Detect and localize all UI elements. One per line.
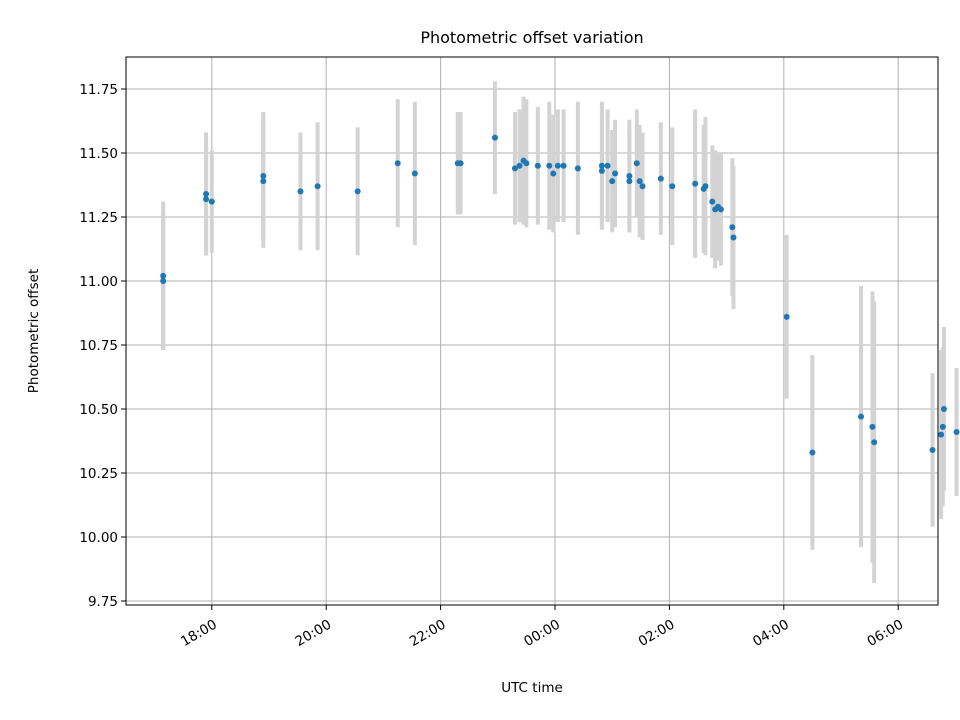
data-point <box>871 439 878 446</box>
data-point <box>626 173 633 180</box>
data-point <box>554 162 561 169</box>
data-point <box>809 449 816 456</box>
data-point <box>717 206 724 213</box>
data-point <box>669 183 676 190</box>
data-point <box>609 178 616 185</box>
data-point <box>709 198 716 205</box>
data-point <box>940 406 947 412</box>
data-point <box>160 278 167 284</box>
data-point <box>354 188 361 195</box>
data-point <box>604 162 611 169</box>
y-tick-label: 9.75 <box>88 594 118 610</box>
y-tick-label: 10.50 <box>79 402 118 418</box>
data-point <box>598 162 605 169</box>
data-point <box>516 162 523 169</box>
data-point <box>626 178 633 185</box>
data-point <box>546 162 553 169</box>
y-tick-label: 11.75 <box>79 82 118 98</box>
data-point <box>160 272 167 279</box>
data-point <box>858 413 865 420</box>
data-point <box>550 170 557 177</box>
data-point <box>511 165 518 172</box>
data-point <box>203 196 210 203</box>
data-point <box>729 224 736 231</box>
data-point <box>394 160 401 167</box>
data-point <box>260 178 267 185</box>
y-tick-label: 11.50 <box>79 146 118 162</box>
points <box>160 134 960 456</box>
data-point <box>203 190 210 197</box>
data-point <box>783 313 790 320</box>
data-point <box>574 165 581 172</box>
y-tick-label: 10.25 <box>79 466 118 482</box>
grid <box>126 57 938 605</box>
data-point <box>314 183 321 190</box>
data-point <box>297 188 304 195</box>
y-tick-label: 10.75 <box>79 338 118 354</box>
data-point <box>534 162 541 169</box>
y-tick-label: 11.25 <box>79 210 118 226</box>
plot-area-frame <box>125 56 939 606</box>
data-point <box>929 446 936 453</box>
data-point <box>639 183 646 190</box>
y-tick-label: 10.00 <box>79 530 118 546</box>
data-point <box>560 162 567 169</box>
y-tick-label: 11.00 <box>79 274 118 290</box>
data-point <box>692 180 699 187</box>
x-axis-label: UTC time <box>501 680 563 696</box>
data-point <box>523 160 530 167</box>
data-point <box>636 178 643 185</box>
y-axis: 9.75 10.00 10.25 10.50 10.75 11.00 11.25 11.50 1… <box>79 82 126 610</box>
data-point <box>702 183 709 190</box>
data-point <box>953 429 960 436</box>
data-point <box>454 160 461 167</box>
data-point <box>939 423 946 430</box>
data-point <box>869 423 876 430</box>
data-point <box>260 173 267 180</box>
chart-title: Photometric offset variation <box>420 28 643 47</box>
data-point <box>598 167 605 174</box>
data-point <box>938 431 945 438</box>
data-point <box>208 198 215 205</box>
data-point <box>657 175 664 182</box>
data-point <box>411 170 418 177</box>
data-point <box>612 170 619 177</box>
data-point <box>491 134 498 141</box>
y-axis-label: Photometric offset <box>26 269 42 393</box>
data-point <box>633 160 640 167</box>
data-point <box>730 234 737 241</box>
